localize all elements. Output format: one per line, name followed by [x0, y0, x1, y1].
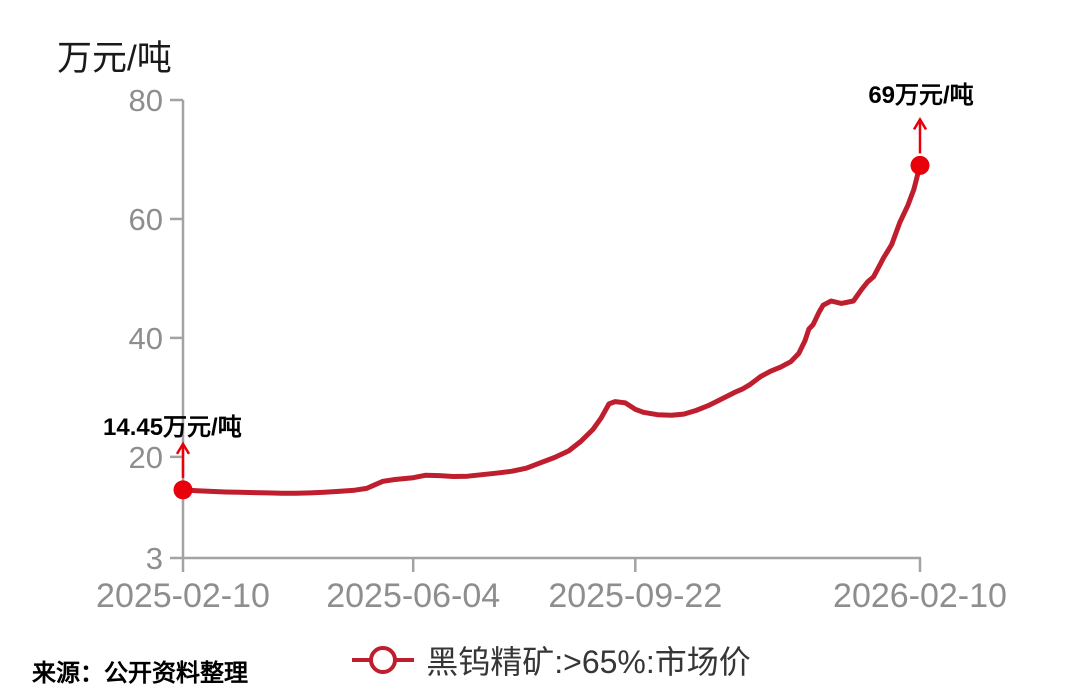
legend-line-marker-icon: [352, 646, 415, 674]
x-tick-label: 2026-02-10: [833, 577, 1007, 615]
start-annotation-arrowhead: [175, 441, 191, 455]
y-tick-label: 3: [146, 541, 163, 576]
start-value-annotation: 14.45万元/吨: [103, 414, 242, 441]
axes: 3 20 40 60 80 2025-02-10 2025-06-04 2025-09-22 2…: [96, 83, 1007, 615]
legend-label: 黑钨精矿:>65%:市场价: [426, 644, 751, 680]
y-tick-label: 20: [129, 440, 163, 475]
end-annotation-arrowhead: [912, 116, 928, 131]
y-tick-label: 60: [129, 202, 163, 237]
price-line-series: [173, 116, 930, 500]
y-axis-unit-label: 万元/吨: [57, 39, 172, 78]
y-tick-label: 80: [129, 83, 163, 118]
x-tick-label: 2025-06-04: [326, 577, 500, 615]
legend: 黑钨精矿:>65%:市场价: [183, 637, 920, 683]
source-note: 来源：公开资料整理: [32, 660, 248, 687]
x-tick-label: 2025-09-22: [548, 577, 722, 615]
end-point-marker: [910, 155, 930, 175]
end-value-annotation: 69万元/吨: [868, 82, 974, 109]
y-tick-label: 40: [129, 321, 163, 356]
price-line: [180, 162, 923, 496]
x-tick-label: 2025-02-10: [96, 577, 270, 615]
start-point-marker: [173, 480, 193, 500]
